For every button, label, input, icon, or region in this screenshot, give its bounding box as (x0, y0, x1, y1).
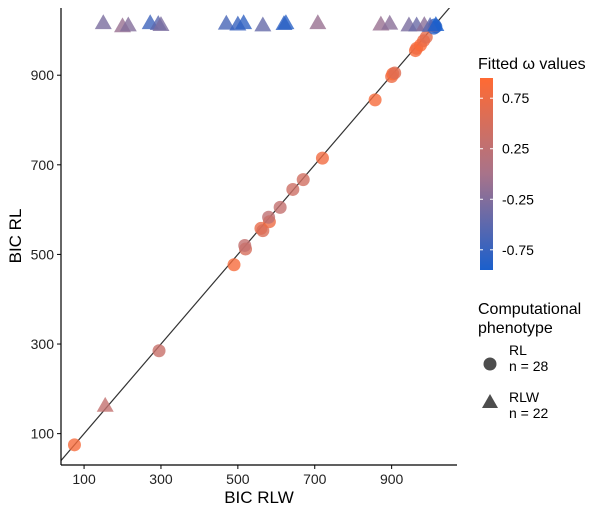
rlw-point-12 (277, 14, 295, 30)
y-tick-label-500: 500 (31, 246, 55, 262)
legend-rlw-name: RLW (509, 389, 540, 405)
rlw-point-20 (427, 16, 445, 31)
rlw-point-6 (152, 16, 170, 31)
rl-point-21 (419, 30, 433, 44)
rl-point-9 (273, 200, 287, 214)
rl-point-1 (152, 344, 166, 358)
rlw-point-0 (96, 396, 114, 412)
legend-rlw-count: n = 22 (509, 405, 549, 421)
y-tick-label-700: 700 (31, 157, 55, 173)
color-legend: Fitted ω values 0.75 0.25 -0.25 -0.75 (478, 56, 586, 270)
rl-point-10 (286, 182, 300, 196)
rl-point-12 (315, 151, 329, 165)
color-tick-label-0: 0.75 (502, 90, 529, 106)
y-tick-label-300: 300 (31, 336, 55, 352)
legend-circle-icon (483, 357, 497, 371)
rlw-point-1 (94, 14, 112, 30)
color-legend-ticks: 0.75 0.25 -0.25 -0.75 (480, 90, 534, 258)
x-tick-label-700: 700 (303, 471, 327, 487)
rl-point-13 (368, 93, 382, 107)
points-layer (67, 14, 445, 452)
x-tick-label-300: 300 (149, 471, 173, 487)
y-tick-label-100: 100 (31, 426, 55, 442)
x-axis-title: BIC RLW (224, 488, 294, 507)
shape-legend-title-line2: phenotype (478, 320, 553, 337)
rlw-point-3 (119, 16, 137, 32)
color-legend-bar (480, 78, 493, 270)
x-tick-label-500: 500 (226, 471, 250, 487)
color-tick-label-2: -0.25 (502, 191, 534, 207)
rl-point-8 (262, 210, 276, 224)
rlw-point-7 (217, 14, 235, 30)
rlw-point-13 (309, 14, 327, 30)
color-legend-title: Fitted ω values (478, 56, 586, 73)
rl-point-2 (227, 258, 241, 272)
rl-point-11 (296, 173, 310, 187)
rl-point-16 (388, 66, 402, 80)
x-tick-label-100: 100 (72, 471, 96, 487)
rl-point-0 (67, 438, 81, 452)
color-tick-label-1: 0.25 (502, 141, 529, 157)
x-axis-ticks: 100 300 500 700 900 (72, 465, 404, 487)
shape-legend-title-line1: Computational (478, 301, 581, 318)
x-tick-label-900: 900 (380, 471, 404, 487)
legend-rl-count: n = 28 (509, 358, 549, 374)
rlw-point-10 (254, 16, 272, 32)
y-axis-ticks: 100 300 500 700 900 (31, 67, 61, 442)
legend-rl-name: RL (509, 342, 527, 358)
rl-point-6 (256, 224, 270, 238)
legend-triangle-icon (482, 394, 498, 408)
rl-point-4 (238, 238, 252, 252)
color-tick-label-3: -0.75 (502, 242, 534, 258)
y-tick-label-900: 900 (31, 67, 55, 83)
rlw-point-15 (381, 14, 399, 30)
y-axis-title: BIC RL (6, 209, 25, 264)
shape-legend: Computational phenotype RL n = 28 RLW n … (478, 301, 581, 421)
rlw-point-9 (235, 14, 253, 30)
